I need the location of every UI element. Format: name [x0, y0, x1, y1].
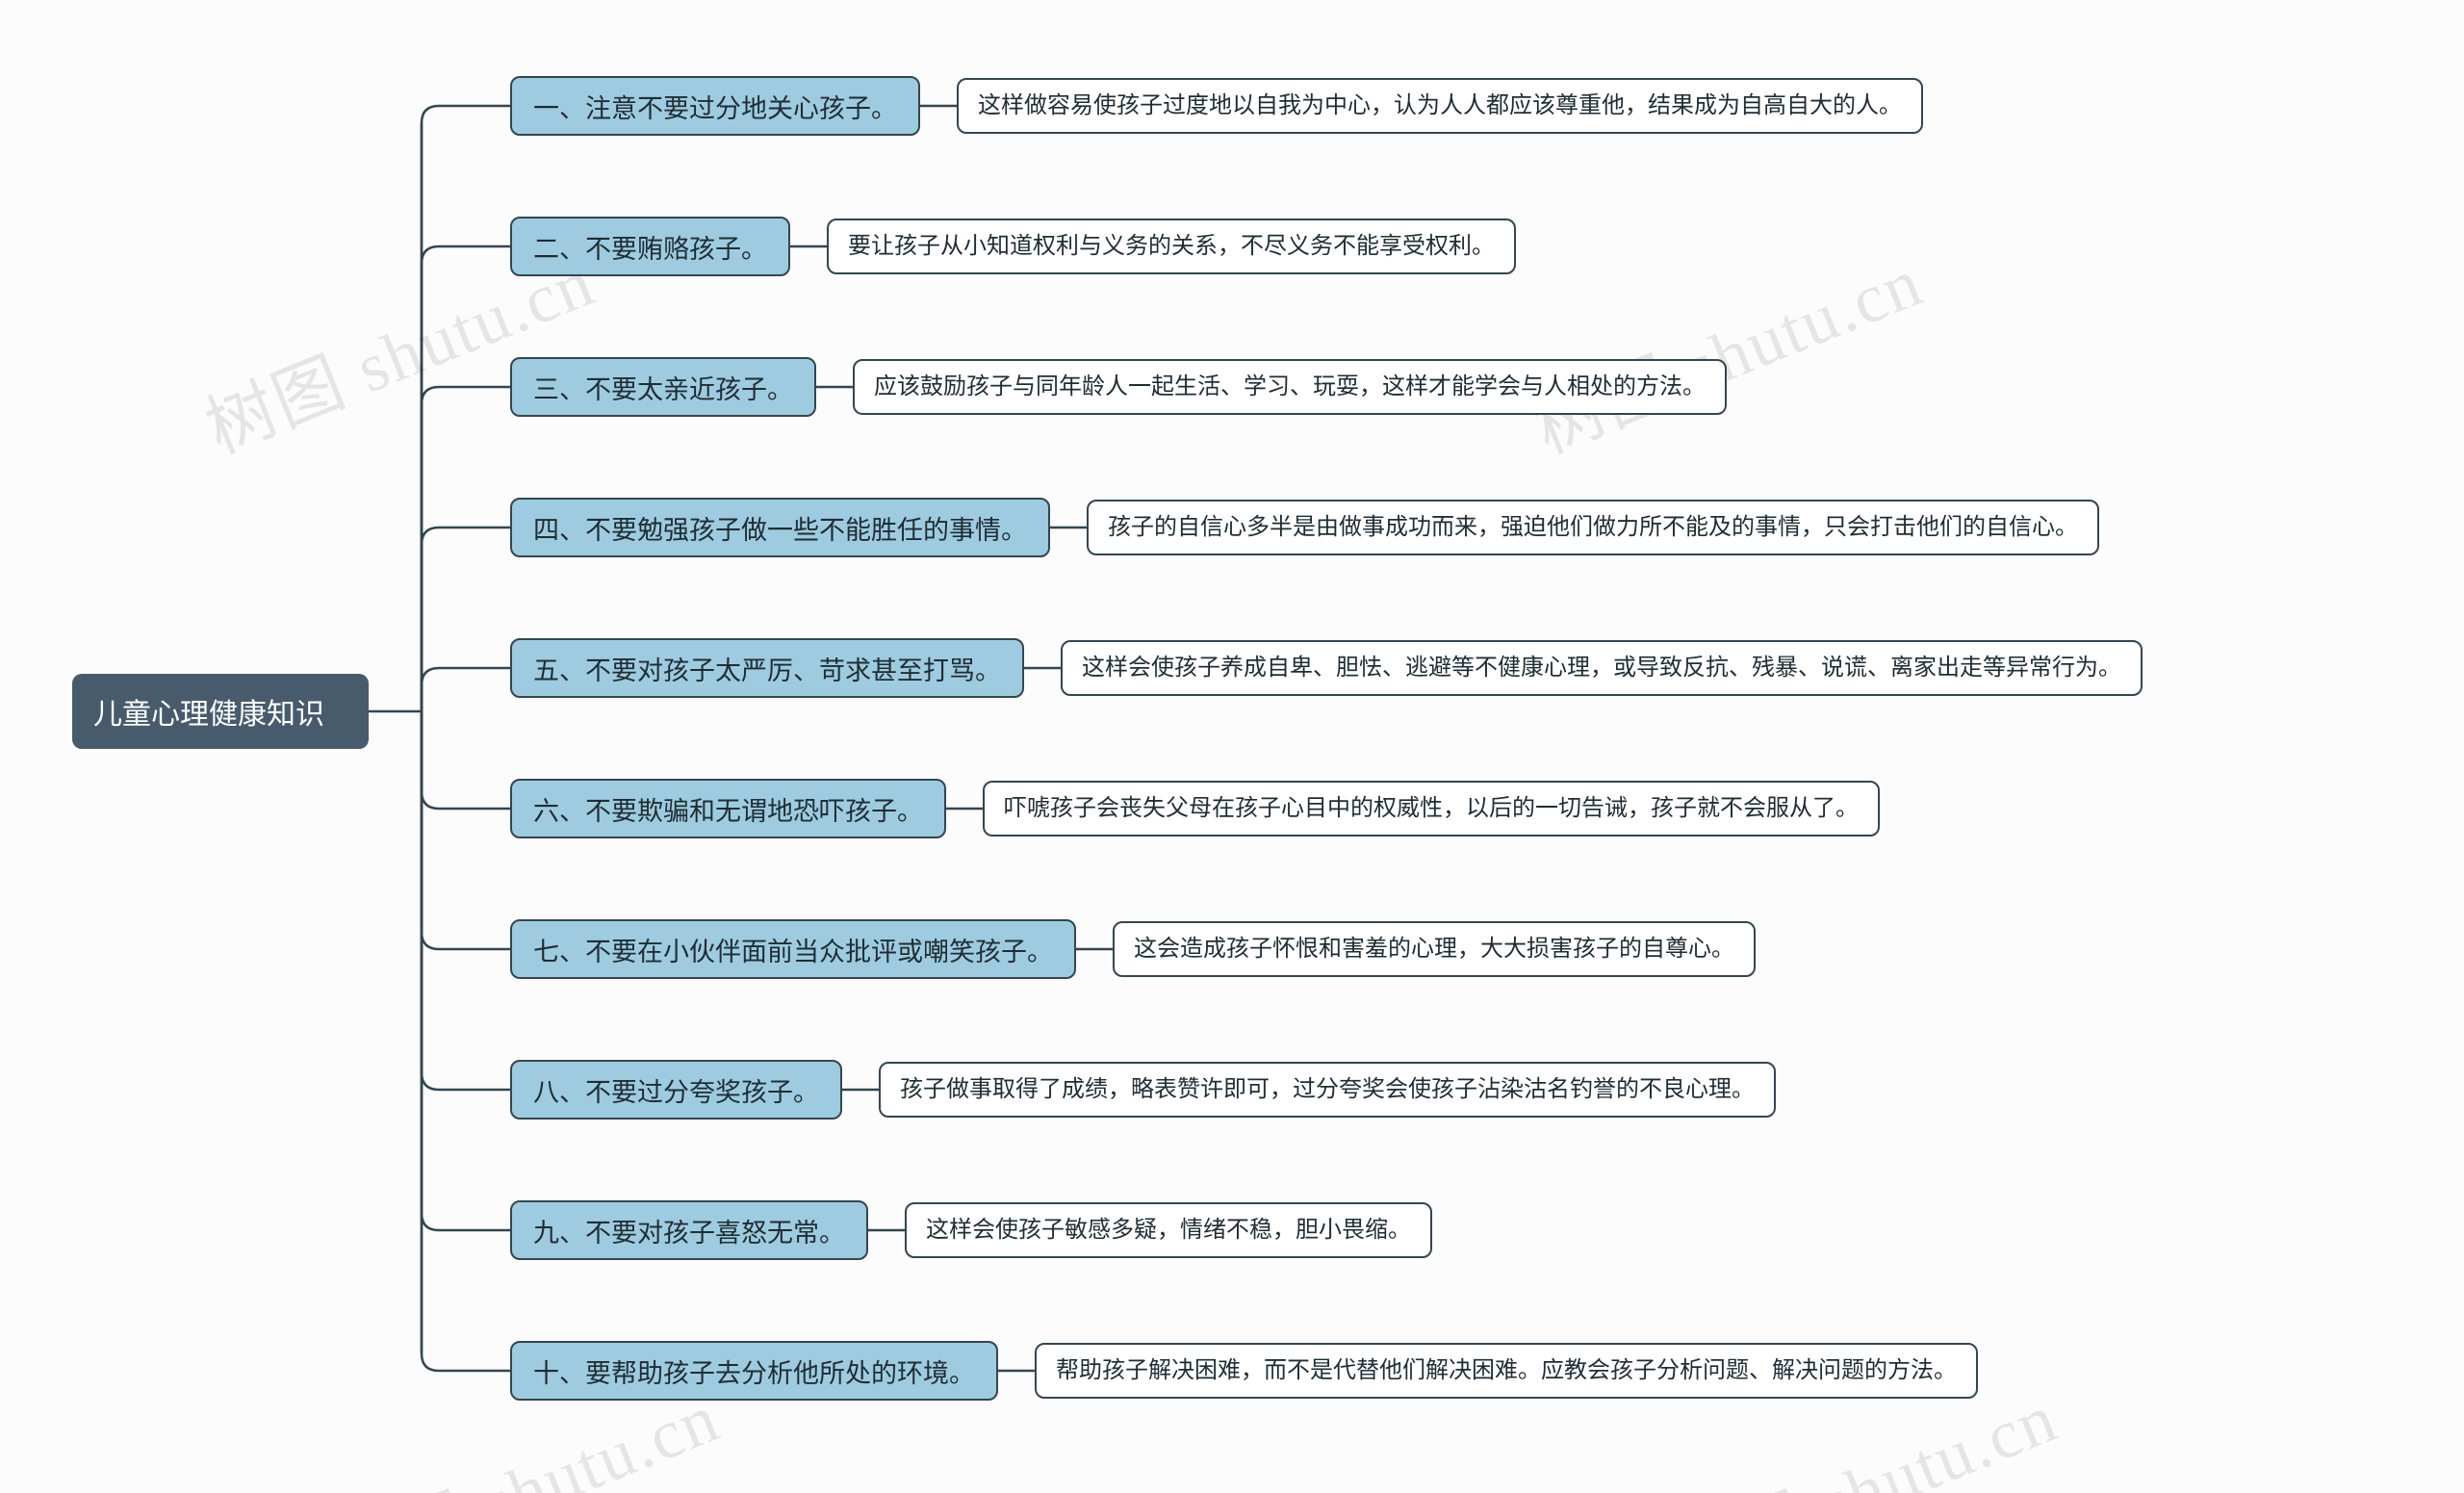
root-node[interactable]: 儿童心理健康知识 [72, 674, 369, 749]
leaf-node: 孩子的自信心多半是由做事成功而来，强迫他们做力所不能及的事情，只会打击他们的自信… [1087, 500, 2099, 555]
branch-node[interactable]: 九、不要对孩子喜怒无常。 [510, 1200, 868, 1260]
branch-node[interactable]: 五、不要对孩子太严厉、苛求甚至打骂。 [510, 638, 1024, 698]
branch-node[interactable]: 七、不要在小伙伴面前当众批评或嘲笑孩子。 [510, 919, 1076, 979]
leaf-node: 帮助孩子解决困难，而不是代替他们解决困难。应教会孩子分析问题、解决问题的方法。 [1035, 1343, 1978, 1399]
leaf-node: 这会造成孩子怀恨和害羞的心理，大大损害孩子的自尊心。 [1113, 921, 1756, 977]
leaf-node: 要让孩子从小知道权利与义务的关系，不尽义务不能享受权利。 [827, 219, 1516, 274]
leaf-node: 这样会使孩子养成自卑、胆怯、逃避等不健康心理，或导致反抗、残暴、说谎、离家出走等… [1061, 640, 2143, 696]
leaf-node: 孩子做事取得了成绩，略表赞许即可，过分夸奖会使孩子沾染沽名钓誉的不良心理。 [879, 1062, 1776, 1118]
watermark: 树图 shutu.cn [1517, 225, 1935, 473]
branch-node[interactable]: 二、不要贿赂孩子。 [510, 217, 790, 276]
branch-node[interactable]: 十、要帮助孩子去分析他所处的环境。 [510, 1341, 998, 1401]
mindmap-canvas: 树图 shutu.cn 树图 shutu.cn 树图 shutu.cn 树图 s… [0, 0, 2464, 1493]
branch-node[interactable]: 八、不要过分夸奖孩子。 [510, 1060, 842, 1120]
leaf-node: 这样做容易使孩子过度地以自我为中心，认为人人都应该尊重他，结果成为自高自大的人。 [957, 78, 1923, 134]
branch-node[interactable]: 六、不要欺骗和无谓地恐吓孩子。 [510, 779, 946, 838]
branch-node[interactable]: 三、不要太亲近孩子。 [510, 357, 816, 417]
branch-node[interactable]: 四、不要勉强孩子做一些不能胜任的事情。 [510, 498, 1050, 557]
leaf-node: 这样会使孩子敏感多疑，情绪不稳，胆小畏缩。 [905, 1202, 1432, 1258]
branch-node[interactable]: 一、注意不要过分地关心孩子。 [510, 76, 920, 136]
leaf-node: 应该鼓励孩子与同年龄人一起生活、学习、玩耍，这样才能学会与人相处的方法。 [853, 359, 1727, 415]
leaf-node: 吓唬孩子会丧失父母在孩子心目中的权威性，以后的一切告诫，孩子就不会服从了。 [983, 781, 1880, 837]
